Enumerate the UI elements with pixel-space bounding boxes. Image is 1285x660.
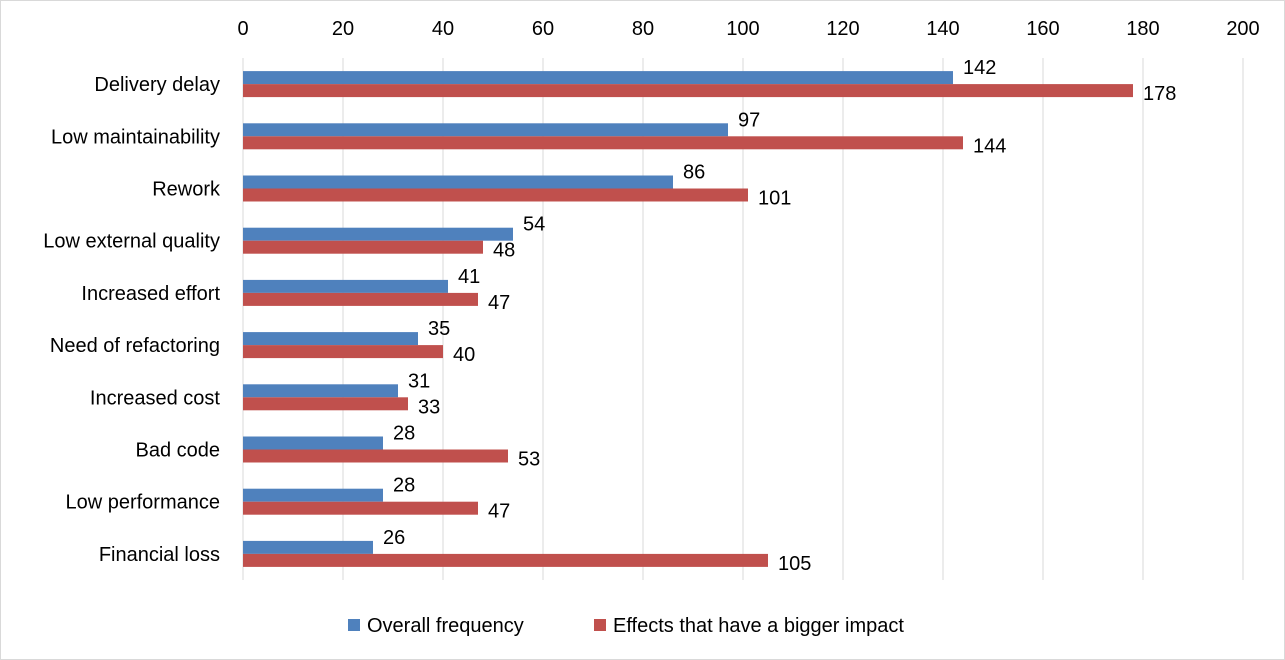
bar-overall-frequency — [243, 384, 398, 398]
category-label: Rework — [152, 179, 221, 201]
bar-bigger-impact — [243, 188, 748, 202]
x-tick-label: 180 — [1126, 18, 1159, 40]
bar-bigger-impact — [243, 292, 478, 306]
bar-bigger-impact — [243, 501, 478, 515]
category-label: Low performance — [65, 492, 220, 514]
data-label-overall-frequency: 41 — [458, 266, 480, 288]
bar-overall-frequency — [243, 436, 383, 450]
bar-bigger-impact — [243, 397, 408, 411]
x-axis-tick-labels: 0 20 40 60 80 100 120 140 160 180 200 — [237, 18, 1259, 40]
x-tick-label: 200 — [1226, 18, 1259, 40]
bar-overall-frequency — [243, 332, 418, 346]
category-labels: Delivery delay Low maintainability Rework L… — [43, 74, 221, 566]
category-label: Increased cost — [90, 387, 221, 409]
x-tick-label: 20 — [332, 18, 354, 40]
category-label: Bad code — [135, 440, 220, 462]
bars — [243, 71, 1133, 567]
legend-swatch-overall-frequency — [348, 619, 360, 631]
bar-bigger-impact — [243, 136, 963, 150]
x-tick-label: 40 — [432, 18, 454, 40]
x-tick-label: 120 — [826, 18, 859, 40]
data-label-bigger-impact: 101 — [758, 188, 791, 210]
bar-overall-frequency — [243, 175, 673, 189]
data-label-bigger-impact: 33 — [418, 396, 440, 418]
data-label-bigger-impact: 48 — [493, 240, 515, 262]
legend: Overall frequency Effects that have a big… — [348, 615, 904, 637]
bar-overall-frequency — [243, 488, 383, 502]
data-label-overall-frequency: 31 — [408, 370, 430, 392]
bar-overall-frequency — [243, 279, 448, 293]
x-tick-label: 0 — [237, 18, 248, 40]
x-tick-label: 160 — [1026, 18, 1059, 40]
bar-overall-frequency — [243, 540, 373, 554]
x-tick-label: 100 — [726, 18, 759, 40]
bar-overall-frequency — [243, 123, 728, 137]
data-label-bigger-impact: 47 — [488, 501, 510, 523]
data-label-bigger-impact: 40 — [453, 344, 475, 366]
data-label-bigger-impact: 47 — [488, 292, 510, 314]
data-label-overall-frequency: 35 — [428, 318, 450, 340]
bar-bigger-impact — [243, 84, 1133, 98]
data-label-overall-frequency: 28 — [393, 475, 415, 497]
bar-bigger-impact — [243, 553, 768, 567]
data-labels: 1421789714486101544841473540313328532847… — [383, 57, 1176, 575]
data-label-overall-frequency: 86 — [683, 162, 705, 184]
data-label-overall-frequency: 142 — [963, 57, 996, 79]
category-label: Delivery delay — [94, 74, 220, 96]
bar-bigger-impact — [243, 240, 483, 254]
data-label-bigger-impact: 53 — [518, 449, 540, 471]
category-label: Financial loss — [99, 544, 220, 566]
bar-overall-frequency — [243, 227, 513, 241]
data-label-overall-frequency: 28 — [393, 423, 415, 445]
data-label-overall-frequency: 54 — [523, 214, 545, 236]
category-label: Low maintainability — [51, 126, 220, 148]
x-tick-label: 140 — [926, 18, 959, 40]
legend-label-overall-frequency: Overall frequency — [367, 615, 524, 637]
legend-swatch-bigger-impact — [594, 619, 606, 631]
data-label-overall-frequency: 97 — [738, 109, 760, 131]
data-label-bigger-impact: 105 — [778, 553, 811, 575]
bar-bigger-impact — [243, 449, 508, 463]
bar-overall-frequency — [243, 71, 953, 85]
category-label: Increased effort — [81, 283, 220, 305]
data-label-bigger-impact: 144 — [973, 135, 1006, 157]
x-tick-label: 60 — [532, 18, 554, 40]
category-label: Low external quality — [43, 231, 220, 253]
data-label-bigger-impact: 178 — [1143, 83, 1176, 105]
category-label: Need of refactoring — [50, 335, 220, 357]
x-tick-label: 80 — [632, 18, 654, 40]
legend-label-bigger-impact: Effects that have a bigger impact — [613, 615, 904, 637]
data-label-overall-frequency: 26 — [383, 527, 405, 549]
bar-bigger-impact — [243, 345, 443, 359]
